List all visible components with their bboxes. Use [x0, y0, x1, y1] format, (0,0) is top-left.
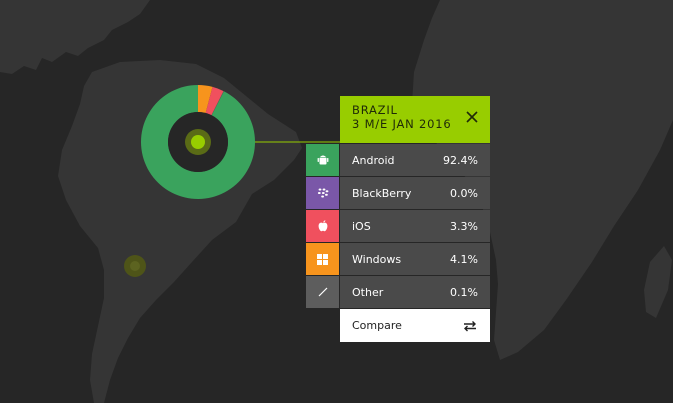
android-icon: [306, 144, 339, 176]
slash-icon: [306, 276, 339, 308]
country-marker-dot: [130, 261, 140, 271]
os-share-value: 3.3%: [450, 219, 478, 233]
os-share-value: 92.4%: [443, 153, 478, 167]
blackberry-icon: [306, 177, 339, 209]
compare-label: Compare: [352, 319, 402, 332]
os-row-android[interactable]: Android 92.4%: [306, 144, 490, 176]
compare-button[interactable]: Compare: [340, 309, 490, 342]
os-row-ios[interactable]: iOS 3.3%: [306, 210, 490, 242]
os-row-blackberry[interactable]: BlackBerry 0.0%: [306, 177, 490, 209]
donut-slice-android[interactable]: [141, 85, 255, 199]
popup-period: 3 M/E JAN 2016: [352, 117, 452, 131]
donut-slice-other[interactable]: [211, 91, 224, 116]
os-share-value: 0.1%: [450, 285, 478, 299]
donut-slice-ios[interactable]: [205, 86, 224, 116]
os-share-value: 0.0%: [450, 186, 478, 200]
africa-landmass: [412, 0, 673, 360]
os-label: Android: [352, 153, 395, 167]
madagascar-landmass: [644, 246, 672, 318]
donut-slice-windows[interactable]: [198, 85, 213, 113]
apple-icon: [306, 210, 339, 242]
close-icon[interactable]: [464, 109, 480, 125]
os-label: Windows: [352, 252, 402, 266]
os-label: iOS: [352, 219, 371, 233]
popup-header: BRAZIL 3 M/E JAN 2016: [340, 96, 490, 143]
os-row-other[interactable]: Other 0.1%: [306, 276, 490, 308]
central-america-landmass: [0, 0, 150, 74]
popup-country: BRAZIL: [352, 103, 398, 117]
os-share-value: 4.1%: [450, 252, 478, 266]
os-label: Other: [352, 285, 384, 299]
share-donut-chart[interactable]: [141, 85, 255, 199]
os-row-windows[interactable]: Windows 4.1%: [306, 243, 490, 275]
selected-marker-dot[interactable]: [191, 135, 205, 149]
os-label: BlackBerry: [352, 186, 412, 200]
windows-icon: [306, 243, 339, 275]
swap-arrows-icon: [464, 320, 476, 331]
